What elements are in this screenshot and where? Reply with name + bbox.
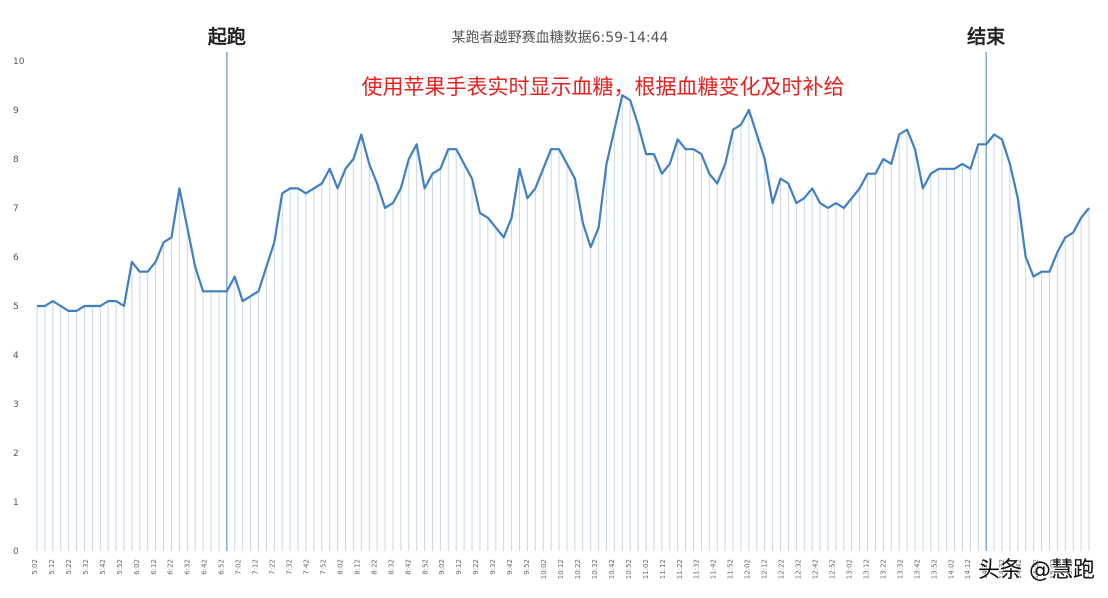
x-tick-label: 12:02 xyxy=(744,559,752,579)
x-tick-label: 7:02 xyxy=(235,559,243,575)
x-tick-label: 13:12 xyxy=(862,559,870,579)
x-tick-label: 10:32 xyxy=(591,559,599,579)
annotation-text: 使用苹果手表实时显示血糖，根据血糖变化及时补给 xyxy=(362,75,845,99)
y-tick-label: 0 xyxy=(13,547,19,557)
x-tick-label: 12:12 xyxy=(761,559,769,579)
x-tick-label: 7:32 xyxy=(286,559,294,575)
x-tick-label: 7:42 xyxy=(302,559,310,575)
y-tick-label: 9 xyxy=(13,106,19,116)
x-tick-label: 11:32 xyxy=(693,559,701,579)
y-tick-label: 3 xyxy=(13,400,19,410)
x-tick-label: 11:52 xyxy=(727,559,735,579)
x-tick-label: 5:22 xyxy=(65,559,73,575)
event-marker-label: 起跑 xyxy=(207,25,246,48)
x-tick-label: 14:02 xyxy=(947,559,955,579)
x-tick-label: 13:02 xyxy=(845,559,853,579)
x-tick-label: 6:32 xyxy=(184,559,192,575)
x-tick-label: 8:42 xyxy=(404,559,412,575)
x-tick-label: 5:02 xyxy=(31,559,39,575)
x-tick-label: 10:12 xyxy=(557,559,565,579)
y-tick-label: 7 xyxy=(13,204,19,214)
y-tick-label: 4 xyxy=(13,351,19,361)
x-tick-label: 9:22 xyxy=(472,559,480,575)
x-tick-label: 5:42 xyxy=(99,559,107,575)
x-tick-label: 7:52 xyxy=(319,559,327,575)
event-marker-label: 结束 xyxy=(967,25,1006,48)
x-tick-label: 10:22 xyxy=(574,559,582,579)
watermark: 头条 @慧跑 xyxy=(978,558,1095,583)
x-tick-label: 8:52 xyxy=(421,559,429,575)
x-tick-label: 5:52 xyxy=(116,559,124,575)
x-tick-label: 8:22 xyxy=(370,559,378,575)
x-tick-label: 10:52 xyxy=(625,559,633,579)
x-tick-label: 13:22 xyxy=(879,559,887,579)
x-tick-label: 10:02 xyxy=(540,559,548,579)
x-tick-label: 13:52 xyxy=(930,559,938,579)
y-axis-ticks: 0 1 2 3 4 5 6 7 8 9 10 xyxy=(13,57,25,557)
x-tick-label: 8:12 xyxy=(353,559,361,575)
area-hatch xyxy=(36,95,1090,551)
x-tick-label: 6:12 xyxy=(150,559,158,575)
x-tick-label: 8:02 xyxy=(336,559,344,575)
glucose-series-line xyxy=(37,94,1090,312)
x-tick-label: 7:12 xyxy=(252,559,260,575)
y-tick-label: 1 xyxy=(13,498,19,508)
x-tick-label: 14:32 xyxy=(998,559,1006,579)
x-tick-label: 6:42 xyxy=(201,559,209,575)
chart-title: 某跑者越野赛血糖数据6:59-14:44 xyxy=(452,30,669,46)
x-tick-label: 12:52 xyxy=(828,559,836,579)
event-markers: 起跑 结束 xyxy=(207,25,1006,551)
x-tick-label: 11:42 xyxy=(710,559,718,579)
x-axis-ticks: 5:02 5:12 5:22 5:32 5:42 5:52 6:02 6:12 6:22 6:32… xyxy=(31,559,1091,579)
x-tick-label: 14:52 xyxy=(1032,559,1040,579)
x-tick-label: 14:22 xyxy=(981,559,989,579)
y-tick-label: 10 xyxy=(13,57,25,67)
y-tick-label: 8 xyxy=(13,155,19,165)
x-tick-label: 6:22 xyxy=(167,559,175,575)
x-tick-label: 9:52 xyxy=(523,559,531,575)
y-tick-label: 6 xyxy=(13,253,19,263)
x-tick-label: 9:32 xyxy=(489,559,497,575)
x-tick-label: 9:12 xyxy=(455,559,463,575)
x-tick-label: 12:42 xyxy=(812,559,820,579)
x-tick-label: 8:32 xyxy=(387,559,395,575)
x-tick-label: 15:22 xyxy=(1083,559,1091,579)
x-tick-label: 7:22 xyxy=(269,559,277,575)
x-tick-label: 6:02 xyxy=(133,559,141,575)
x-tick-label: 12:32 xyxy=(795,559,803,579)
x-tick-label: 9:42 xyxy=(506,559,514,575)
x-tick-label: 11:02 xyxy=(642,559,650,579)
x-tick-label: 13:42 xyxy=(913,559,921,579)
x-tick-label: 6:52 xyxy=(218,559,226,575)
x-tick-label: 14:42 xyxy=(1015,559,1023,579)
y-tick-label: 5 xyxy=(13,302,19,312)
x-tick-label: 10:42 xyxy=(608,559,616,579)
x-tick-label: 12:22 xyxy=(778,559,786,579)
x-tick-label: 5:12 xyxy=(48,559,56,575)
x-tick-label: 5:32 xyxy=(82,559,90,575)
x-tick-label: 13:32 xyxy=(896,559,904,579)
y-tick-label: 2 xyxy=(13,449,19,459)
x-tick-label: 15:12 xyxy=(1066,559,1074,579)
x-tick-label: 11:12 xyxy=(659,559,667,579)
x-tick-label: 14:12 xyxy=(964,559,972,579)
x-tick-label: 11:22 xyxy=(676,559,684,579)
x-tick-label: 15:02 xyxy=(1049,559,1057,579)
x-tick-label: 9:02 xyxy=(438,559,446,575)
